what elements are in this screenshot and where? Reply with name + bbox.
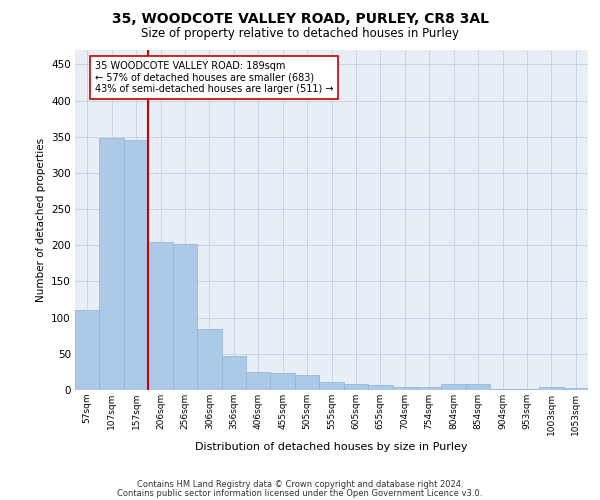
Bar	[563, 388, 588, 390]
Bar	[197, 329, 221, 390]
Bar	[344, 384, 368, 390]
Bar	[75, 310, 100, 390]
Bar	[124, 140, 148, 390]
Bar	[221, 356, 246, 390]
Text: Contains public sector information licensed under the Open Government Licence v3: Contains public sector information licen…	[118, 490, 482, 498]
Bar	[246, 372, 271, 390]
Text: 35, WOODCOTE VALLEY ROAD, PURLEY, CR8 3AL: 35, WOODCOTE VALLEY ROAD, PURLEY, CR8 3A…	[112, 12, 488, 26]
Bar	[490, 388, 515, 390]
Bar	[539, 387, 563, 390]
Bar	[271, 372, 295, 390]
Text: 35 WOODCOTE VALLEY ROAD: 189sqm
← 57% of detached houses are smaller (683)
43% o: 35 WOODCOTE VALLEY ROAD: 189sqm ← 57% of…	[95, 61, 333, 94]
Bar	[319, 382, 344, 390]
Bar	[295, 375, 319, 390]
Bar	[392, 387, 417, 390]
Bar	[466, 384, 490, 390]
Bar	[417, 387, 442, 390]
Bar	[148, 242, 173, 390]
Bar	[173, 244, 197, 390]
X-axis label: Distribution of detached houses by size in Purley: Distribution of detached houses by size …	[195, 442, 468, 452]
Bar	[442, 384, 466, 390]
Text: Size of property relative to detached houses in Purley: Size of property relative to detached ho…	[141, 28, 459, 40]
Y-axis label: Number of detached properties: Number of detached properties	[35, 138, 46, 302]
Bar	[100, 138, 124, 390]
Text: Contains HM Land Registry data © Crown copyright and database right 2024.: Contains HM Land Registry data © Crown c…	[137, 480, 463, 489]
Bar	[368, 385, 392, 390]
